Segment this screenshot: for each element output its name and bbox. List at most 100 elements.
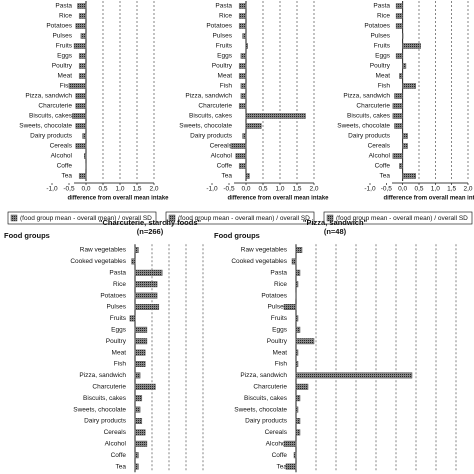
bar (392, 153, 403, 159)
y-tick-label: Pasta (373, 3, 390, 10)
bar (78, 63, 87, 69)
x-tick-label: 2,0 (309, 186, 318, 193)
y-tick-label: Charcuterie (92, 384, 126, 391)
bar (78, 73, 87, 79)
y-tick-label: Sweets, chocolate (179, 123, 232, 130)
y-tick-label: Eggs (375, 53, 391, 60)
y-tick-label: Dairy products (30, 133, 73, 140)
bar (134, 383, 156, 390)
bar (242, 133, 247, 139)
bar (240, 83, 247, 89)
y-tick-label: Rice (59, 13, 72, 20)
bar (68, 83, 87, 89)
y-tick-label: Biscuits, cakes (83, 395, 127, 402)
x-tick-label: 1,0 (115, 186, 124, 193)
y-tick-label: Pasta (109, 270, 126, 277)
y-tick-label: Cereals (368, 143, 391, 150)
bar (230, 143, 247, 149)
y-tick-label: Meat (58, 73, 73, 80)
y-tick-label: Fruits (216, 43, 233, 50)
y-tick-label: Pulses (52, 33, 72, 40)
y-tick-label: Potatoes (46, 23, 72, 30)
bar (245, 123, 262, 129)
y-tick-label: Fruits (374, 43, 391, 50)
y-tick-label: Fish (220, 83, 233, 90)
y-tick-label: Biscuits, cakes (29, 113, 73, 120)
y-tick-label: Tea (222, 173, 233, 180)
y-tick-label: Pizza, sandwich (185, 93, 232, 100)
y-tick-label: Pizza, sandwich (240, 372, 287, 379)
y-tick-label: Raw vegetables (241, 247, 288, 254)
y-tick-label: Cereals (104, 429, 127, 436)
x-tick-label: 0,5 (414, 186, 423, 193)
bar (73, 43, 87, 49)
x-tick-label: 1,5 (447, 186, 456, 193)
bar (238, 163, 247, 169)
x-tick-label: -0,5 (381, 186, 393, 193)
y-tick-label: Pulses (212, 33, 232, 40)
chart-subtitle: (n=48) (324, 227, 347, 236)
bar (134, 326, 148, 333)
x-tick-label: 0,0 (398, 186, 407, 193)
x-tick-label: 2,0 (149, 186, 158, 193)
y-tick-label: Potatoes (261, 292, 287, 299)
y-tick-label: Pizza, sandwich (25, 93, 72, 100)
bar (134, 338, 148, 345)
bar (402, 133, 408, 139)
bar (295, 338, 315, 345)
x-tick-label: 0,0 (241, 186, 250, 193)
y-tick-label: Tea (116, 463, 127, 470)
bar (285, 463, 297, 470)
legend-swatch (10, 214, 18, 222)
legend-label: (food group mean - overall mean) / overa… (336, 215, 468, 222)
bar (394, 93, 403, 99)
y-tick-label: Pizza, sandwich (79, 372, 126, 379)
x-tick-label: 1,5 (132, 186, 141, 193)
x-tick-label: -0,5 (223, 186, 235, 193)
y-tick-label: Cereals (265, 429, 288, 436)
bar (134, 349, 146, 356)
bar (75, 93, 87, 99)
chart-title: "Charcuterie, starchy foods" (99, 218, 202, 227)
y-tick-label: Rice (219, 13, 232, 20)
bar (245, 113, 306, 119)
y-tick-label: Coffe (111, 452, 127, 459)
bar (402, 173, 416, 179)
x-axis-label: difference from overall mean intake (67, 196, 169, 202)
legend-box (7, 211, 157, 225)
y-tick-label: Biscuits, cakes (347, 113, 391, 120)
y-tick-label: Dairy products (84, 418, 127, 425)
y-tick-label: Coffe (217, 163, 233, 170)
bar (283, 440, 297, 447)
y-tick-label: Pasta (55, 3, 72, 10)
y-tick-label: Pulses (370, 33, 390, 40)
y-tick-label: Pulses (106, 304, 126, 311)
y-tick-label: Charcuterie (198, 103, 232, 110)
y-tick-label: Fish (275, 361, 288, 368)
bar (134, 418, 143, 424)
chart-subtitle: (n=266) (137, 227, 164, 236)
bar (131, 258, 136, 265)
x-tick-label: 1,0 (275, 186, 284, 193)
bar (295, 418, 301, 424)
y-tick-label: Alcohol (369, 153, 391, 160)
y-tick-label: Cereals (50, 143, 73, 150)
y-tick-label: Charcuterie (356, 103, 390, 110)
bar (134, 395, 143, 402)
y-tick-label: Fruits (110, 315, 127, 322)
bar (295, 395, 301, 402)
x-tick-label: 1,5 (292, 186, 301, 193)
bar (245, 43, 248, 49)
y-tick-label: Potatoes (364, 23, 390, 30)
bar (238, 73, 247, 79)
y-tick-label: Fish (60, 83, 73, 90)
bar (240, 53, 247, 59)
y-tick-label: Coffe (272, 452, 288, 459)
bar (291, 258, 297, 265)
y-tick-label: Fruits (56, 43, 73, 50)
bar (242, 33, 247, 39)
y-tick-label: Rice (377, 13, 390, 20)
y-tick-label: Alcohol (105, 441, 127, 448)
bar (84, 153, 87, 159)
